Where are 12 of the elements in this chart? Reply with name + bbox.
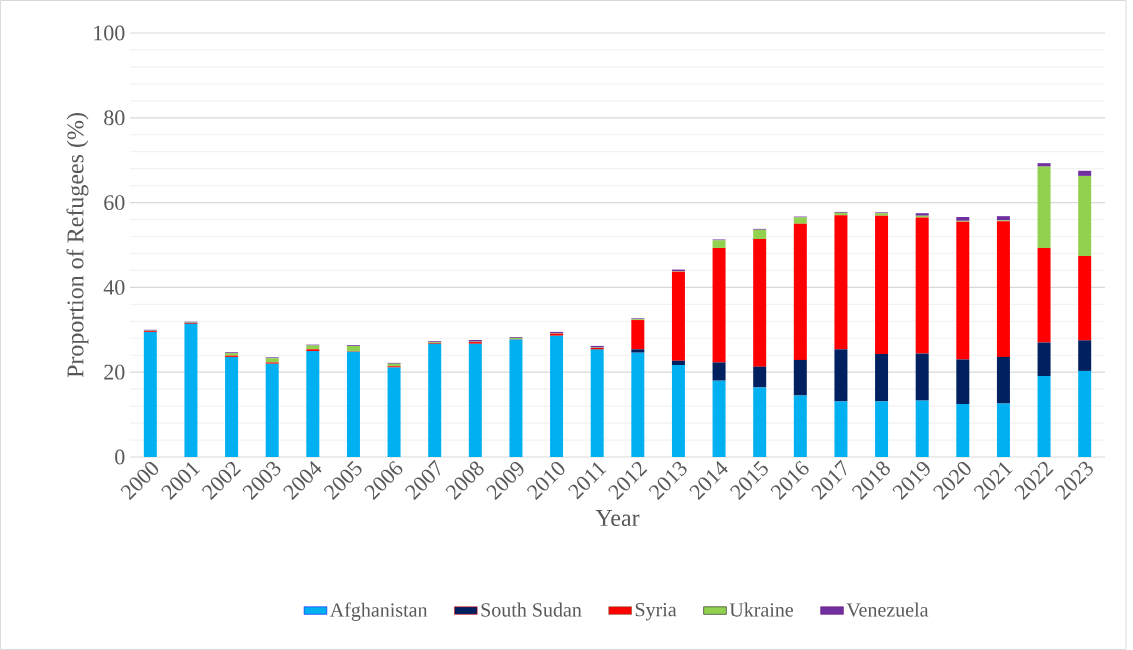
y-axis-title: Proportion of Refugees (%) (66, 113, 89, 378)
legend-label: Ukraine (729, 602, 794, 617)
x-axis-title: Year (595, 510, 640, 527)
y-tick-label: 100 (94, 25, 125, 41)
y-tick-label: 60 (104, 195, 125, 211)
y-tick-label: 40 (103, 279, 125, 295)
legend-label: Venezuela (846, 602, 929, 617)
y-tick-label: 80 (104, 110, 125, 126)
legend-label: South Sudan (481, 602, 582, 617)
y-tick-label: 20 (104, 364, 125, 380)
legend-label: Afghanistan (329, 602, 428, 621)
legend-label: Syria (635, 602, 677, 621)
